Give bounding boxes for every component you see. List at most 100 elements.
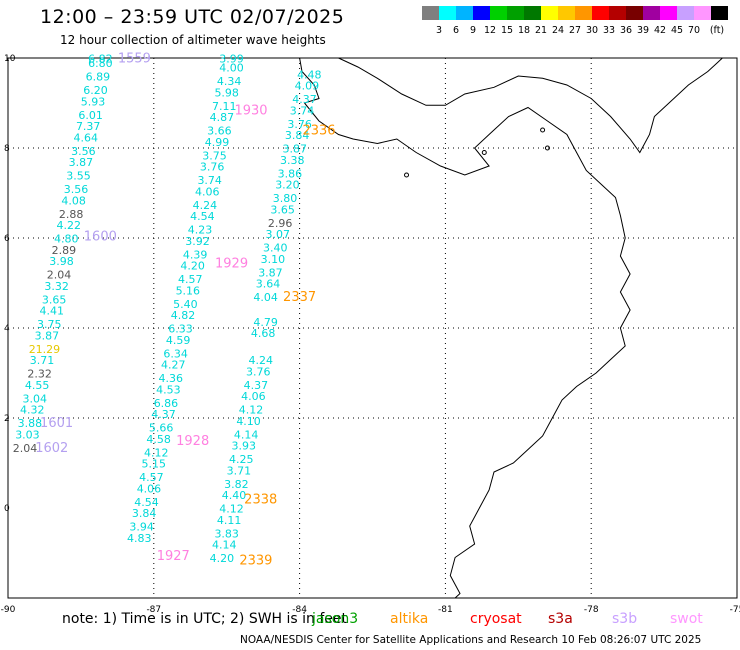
colorbar-swatch (541, 6, 558, 20)
legend-satellite-swot: swot (670, 611, 703, 627)
wave-height-label: 3.87 (258, 266, 283, 279)
wave-height-label: 4.37 (244, 379, 269, 392)
wave-height-label: 4.54 (190, 210, 215, 223)
wave-height-label: 6.80 (88, 57, 113, 70)
altimeter-track: 3.994.004.345.987.114.873.664.993.753.76… (127, 53, 244, 545)
wave-height-label: 6.01 (78, 109, 103, 122)
wave-height-label: 3.76 (200, 161, 225, 174)
y-tick-label: 10 (4, 54, 16, 64)
y-tick-label: 6 (4, 234, 10, 244)
wave-height-label: 3.80 (273, 192, 298, 205)
x-tick-label: -90 (1, 605, 16, 615)
colorbar-tick-label: 6 (453, 25, 459, 36)
wave-height-label: 4.12 (239, 404, 264, 417)
colorbar-swatch (507, 6, 524, 20)
colorbar-swatch (456, 6, 473, 20)
credit-line: NOAA/NESDIS Center for Satellite Applica… (240, 634, 702, 646)
pass-time-label: 2338 (244, 493, 277, 508)
altimeter-track: 6.826.806.896.205.936.017.374.643.563.87… (13, 53, 113, 455)
coastline (299, 57, 723, 599)
wave-height-label: 4.54 (134, 496, 159, 509)
wave-height-label: 5.40 (173, 298, 198, 311)
island-outline (540, 127, 546, 133)
colorbar-tick-label: 36 (620, 25, 632, 36)
pass-time-label: 2339 (239, 553, 272, 568)
colorbar: 3 6 9 12 15 18 21 24 27 30 33 36 39 42 45 70 (ft) (422, 6, 728, 36)
colorbar-swatch (677, 6, 694, 20)
wave-height-label: 6.82 (88, 53, 113, 66)
wave-height-label: 3.84 (132, 507, 157, 520)
wave-height-label: 4.37 (151, 408, 176, 421)
pass-time-label: 1601 (40, 416, 73, 431)
wave-height-label: 3.75 (202, 149, 227, 162)
wave-height-label: 4.87 (210, 111, 235, 124)
wave-height-label: 3.93 (231, 440, 256, 453)
wave-height-label: 3.56 (71, 145, 96, 158)
y-tick-label: 2 (4, 414, 10, 424)
wave-height-label: 3.76 (287, 118, 312, 131)
wave-height-label: 4.80 (54, 233, 79, 246)
wave-height-label: 4.06 (195, 185, 220, 198)
wave-height-label: 4.40 (222, 489, 247, 502)
wave-height-label: 2.88 (59, 208, 84, 221)
pass-time-label: 1928 (176, 434, 209, 449)
colorbar-swatch (524, 6, 541, 20)
colorbar-tick-label: 45 (671, 25, 683, 36)
wave-height-label: 3.76 (246, 365, 271, 378)
wave-height-label: 4.14 (212, 539, 237, 552)
wave-height-label: 4.06 (241, 390, 266, 403)
colorbar-swatch (626, 6, 643, 20)
wave-height-label: 4.06 (137, 482, 162, 495)
wave-height-label: 5.98 (214, 86, 239, 99)
colorbar-swatch (439, 6, 456, 20)
pass-time-label: 1927 (157, 549, 190, 564)
wave-height-label: 3.56 (64, 183, 89, 196)
wave-height-label: 3.87 (69, 156, 94, 169)
x-tick-label: -75 (730, 605, 740, 615)
wave-height-label: 3.66 (207, 125, 232, 138)
wave-height-label: 4.64 (74, 131, 99, 144)
wave-height-label: 4.27 (161, 359, 186, 372)
wave-height-label: 3.84 (285, 129, 310, 142)
wave-height-label: 3.92 (185, 235, 210, 248)
wave-height-label: 3.71 (30, 354, 55, 367)
colorbar-swatch (473, 6, 490, 20)
wave-height-label: 7.37 (76, 120, 101, 133)
wave-height-label: 3.20 (275, 179, 300, 192)
wave-height-label: 6.86 (154, 397, 179, 410)
coastline-segment (338, 57, 723, 154)
wave-height-label: 3.07 (265, 228, 290, 241)
wave-height-label: 4.22 (57, 219, 82, 232)
colorbar-tick-label: 12 (484, 25, 496, 36)
wave-height-label: 4.59 (166, 334, 191, 347)
wave-height-label: 3.94 (129, 521, 154, 534)
legend-satellite-s3b: s3b (612, 611, 638, 627)
wave-height-label: 3.55 (66, 170, 91, 183)
grid-lines (8, 58, 737, 598)
wave-height-label: 4.32 (20, 404, 45, 417)
wave-height-label: 6.33 (168, 323, 193, 336)
colorbar-tick-label: 18 (518, 25, 530, 36)
wave-height-label: 3.75 (37, 318, 62, 331)
wave-height-label: 4.34 (217, 75, 242, 88)
y-tick-label: 0 (4, 504, 10, 514)
wave-height-label: 3.64 (256, 278, 281, 291)
wave-height-label: 3.71 (227, 464, 252, 477)
legend-satellite-s3a: s3a (548, 611, 573, 627)
wave-height-label: 5.93 (81, 95, 106, 108)
pass-time-label: 1929 (215, 256, 248, 271)
wave-height-label: 3.83 (214, 527, 239, 540)
wave-height-label: 2.04 (13, 442, 38, 455)
plot-frame (7, 57, 738, 599)
colorbar-swatch (592, 6, 609, 20)
wave-height-label: 4.48 (297, 68, 322, 81)
wave-height-label: 4.57 (139, 471, 164, 484)
wave-height-label: 3.74 (197, 174, 222, 187)
colorbar-unit-label: (ft) (710, 25, 724, 36)
pass-time-label: 1559 (118, 52, 151, 67)
wave-height-label: 3.40 (263, 242, 288, 255)
wave-height-label: 4.41 (39, 305, 64, 318)
wave-height-label: 4.00 (219, 62, 244, 75)
legend-satellite-jason3: jason3 (312, 611, 359, 627)
